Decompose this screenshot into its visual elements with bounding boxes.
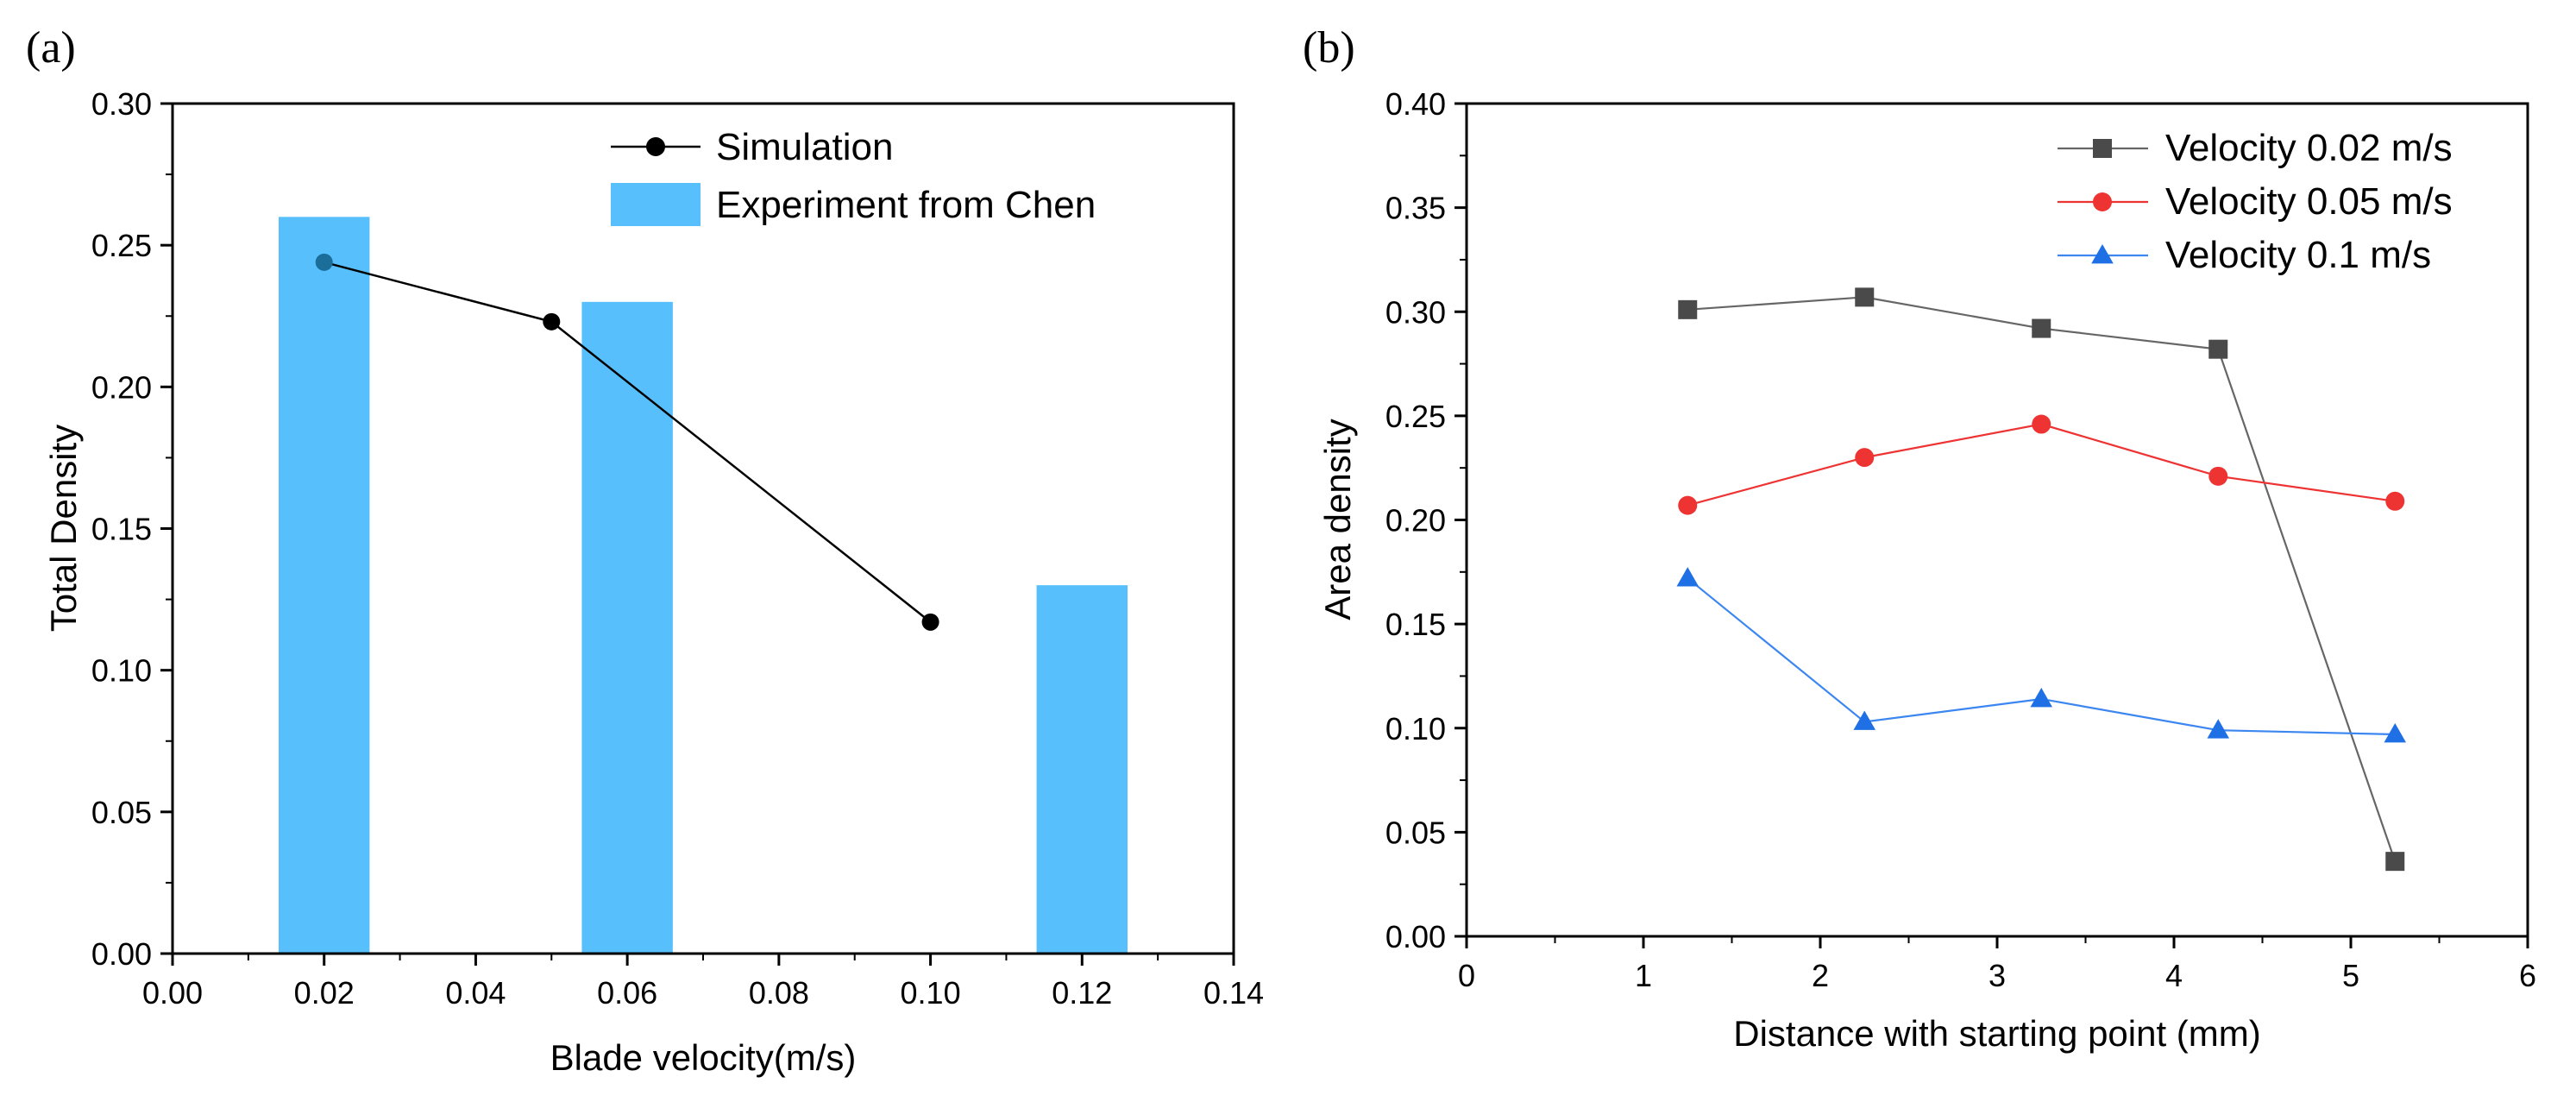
x-tick-label: 0.06 [597, 975, 657, 1011]
legend-velocity-005-label: Velocity 0.05 m/s [2165, 180, 2453, 223]
panel-b-lines [1676, 287, 2407, 872]
legend-simulation-marker-icon [646, 137, 665, 156]
legend-velocity-002: Velocity 0.02 m/s [2058, 127, 2453, 169]
panel-b-legend: Velocity 0.02 m/s Velocity 0.05 m/s Velo… [2058, 127, 2453, 276]
legend-marker-icon [2091, 244, 2114, 264]
x-tick-label: 0.02 [294, 975, 355, 1011]
y-tick-label: 0.15 [91, 512, 152, 547]
x-tick-label: 5 [2342, 958, 2359, 993]
panel-a-label: (a) [26, 23, 76, 72]
legend-marker-icon [2093, 139, 2112, 158]
panel-b-x-axis-title: Distance with starting point (mm) [1733, 1013, 2261, 1054]
simulation-point [543, 312, 561, 331]
panel-b-frame [1465, 102, 2529, 938]
x-tick-label: 0.14 [1203, 975, 1264, 1011]
series-point-2 [2207, 719, 2230, 739]
series-point-0 [2208, 339, 2228, 359]
panel-a-bars [279, 217, 1128, 954]
x-tick-label: 3 [1989, 958, 2006, 993]
series-point-1 [2032, 414, 2051, 434]
series-point-1 [2208, 466, 2228, 486]
panel-b: (b) 0 1 2 3 4 5 60.000.050.100.150.200.250.300… [1303, 23, 2536, 1054]
y-tick-label: 0.20 [91, 369, 152, 405]
y-tick-label: 0.10 [1385, 711, 1446, 746]
legend-experiment-swatch-icon [611, 183, 701, 226]
series-point-2 [2384, 723, 2407, 743]
series-point-2 [2030, 688, 2053, 708]
legend-velocity-002-label: Velocity 0.02 m/s [2165, 127, 2453, 169]
series-point-2 [1676, 567, 1700, 587]
legend-simulation-label: Simulation [716, 126, 893, 168]
series-line-0 [1687, 296, 2397, 862]
series-point-0 [2385, 852, 2405, 872]
series-point-0 [2032, 318, 2051, 338]
y-tick-label: 0.40 [1385, 86, 1446, 122]
x-tick-label: 0.00 [142, 975, 203, 1011]
legend-velocity-01: Velocity 0.1 m/s [2058, 234, 2431, 276]
y-tick-label: 0.20 [1385, 503, 1446, 538]
panel-a-ticks: 0.00 0.02 0.04 0.06 0.08 0.10 0.12 0.14 0.00 0.05… [91, 86, 1264, 1011]
panel-b-label: (b) [1303, 23, 1355, 72]
panel-a-y-axis-title: Total Density [43, 425, 84, 632]
panel-a-lines [315, 253, 939, 631]
panel-a-legend: Simulation Experiment from Chen [611, 126, 1096, 226]
series-point-1 [1678, 495, 1698, 515]
panel-a-frame [171, 102, 1235, 955]
series-line-2 [1687, 577, 2396, 736]
y-tick-label: 0.05 [91, 795, 152, 830]
y-tick-label: 0.10 [91, 653, 152, 689]
series-point-0 [1855, 287, 1875, 307]
legend-experiment-label: Experiment from Chen [716, 184, 1096, 226]
experiment-bar [581, 301, 673, 954]
series-point-1 [1855, 448, 1875, 468]
x-tick-label: 0.10 [901, 975, 961, 1011]
series-line-1 [1687, 423, 2396, 507]
y-tick-label: 0.25 [1385, 399, 1446, 434]
series-point-0 [1678, 299, 1698, 319]
series-point-1 [2385, 491, 2405, 511]
simulation-point [921, 613, 939, 631]
series-point-2 [1853, 710, 1876, 730]
x-tick-label: 0 [1458, 958, 1475, 993]
y-tick-label: 0.15 [1385, 607, 1446, 642]
y-tick-label: 0.00 [91, 936, 152, 972]
panel-a-x-axis-title: Blade velocity(m/s) [550, 1037, 857, 1078]
x-tick-label: 0.08 [749, 975, 809, 1011]
experiment-bar [279, 217, 370, 954]
panel-a: (a) 0.00 0.02 0.04 0.06 0.08 0.10 0.12 0.140.00… [26, 23, 1264, 1078]
legend-velocity-01-label: Velocity 0.1 m/s [2165, 234, 2431, 276]
legend-marker-icon [2093, 192, 2112, 211]
y-tick-label: 0.05 [1385, 815, 1446, 850]
x-tick-label: 4 [2165, 958, 2183, 993]
x-tick-label: 0.04 [445, 975, 506, 1011]
y-tick-label: 0.35 [1385, 191, 1446, 226]
legend-velocity-005: Velocity 0.05 m/s [2058, 180, 2453, 223]
x-tick-label: 0.12 [1052, 975, 1112, 1011]
panel-b-y-axis-title: Area density [1317, 419, 1358, 620]
experiment-bar [1036, 585, 1128, 954]
y-tick-label: 0.30 [1385, 294, 1446, 330]
x-tick-label: 6 [2519, 958, 2536, 993]
simulation-point [315, 253, 333, 271]
panel-b-ticks: 0 1 2 3 4 5 6 0.00 0.05 0.10 0.15 0.20 0.25 0.30 0.35 0… [1385, 86, 2536, 993]
y-tick-label: 0.00 [1385, 919, 1446, 954]
x-tick-label: 2 [1812, 958, 1829, 993]
x-tick-label: 1 [1635, 958, 1652, 993]
y-tick-label: 0.25 [91, 228, 152, 263]
y-tick-label: 0.30 [91, 86, 152, 122]
